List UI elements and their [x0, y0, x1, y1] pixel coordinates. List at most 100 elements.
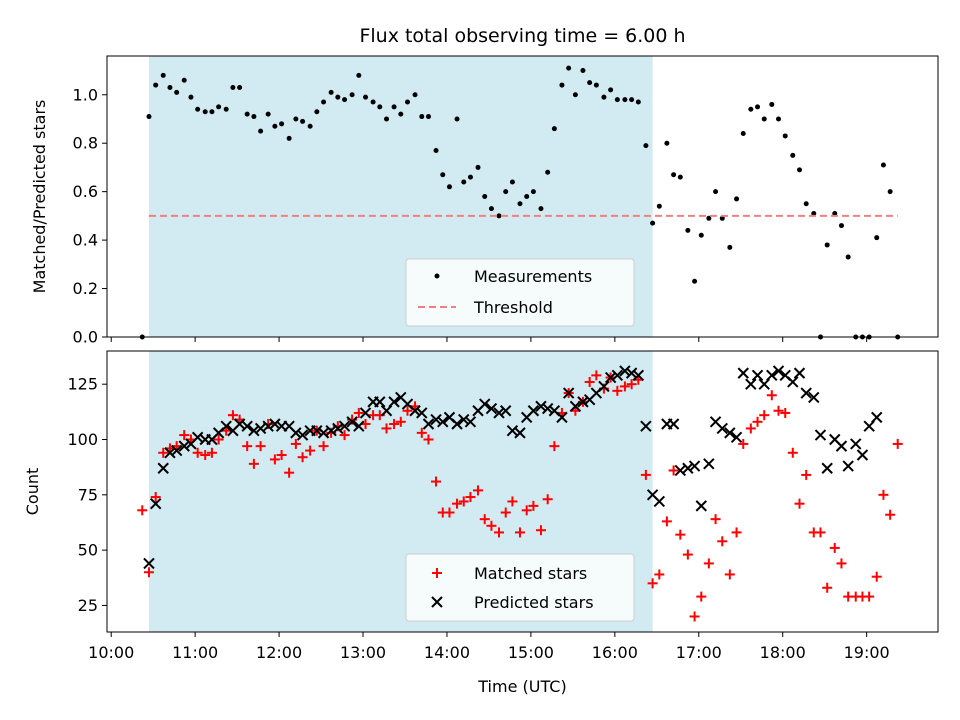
predicted-stars-point: [569, 400, 582, 413]
bottom-axes-frame: [106, 350, 939, 633]
measurement-point: [398, 111, 404, 117]
measurement-point: [755, 104, 761, 110]
predicted-stars-point: [632, 369, 645, 382]
measurement-point: [685, 227, 691, 233]
measurement-point: [488, 206, 494, 212]
predicted-stars-point: [485, 402, 498, 415]
measurement-point: [845, 254, 851, 260]
measurement-point: [551, 126, 557, 132]
predicted-stars-point: [332, 422, 344, 435]
matched-stars-point: [284, 467, 295, 478]
matched-stars-point: [745, 423, 756, 434]
predicted-stars-point: [541, 402, 554, 415]
top-panel: 0.0 0.2 0.4 0.6 0.8 1.0 Flux total observing …: [30, 25, 939, 347]
measurement-point: [524, 194, 530, 199]
predicted-stars-point: [640, 420, 652, 432]
top-legend: Measurements Threshold: [405, 258, 635, 327]
measurement-point: [874, 235, 880, 241]
measurement-point: [237, 84, 243, 90]
matched-stars-point: [661, 516, 672, 527]
bottom-y-axis-label: Count: [23, 468, 42, 516]
legend-marker-matched-stars: [432, 568, 442, 578]
matched-stars-point: [395, 416, 406, 427]
matched-stars-point: [829, 542, 840, 553]
predicted-stars-point: [793, 367, 806, 379]
predicted-stars-point: [745, 378, 757, 390]
matched-stars-point: [542, 494, 553, 505]
legend-label-predicted-stars: Predicted stars: [474, 593, 594, 612]
x-tick-label: 12:00: [256, 643, 302, 662]
matched-stars-point: [423, 434, 434, 445]
legend-x-glyph: [431, 596, 443, 608]
matched-stars-point: [885, 509, 896, 520]
predicted-stars-point: [751, 369, 764, 382]
predicted-stars-point: [716, 422, 728, 435]
matched-stars-point: [766, 390, 777, 401]
predicted-stars-point: [787, 376, 799, 388]
matched-stars-point: [668, 465, 679, 476]
matched-stars-point: [402, 405, 413, 416]
matched-stars-point: [318, 441, 329, 452]
measurement-point: [671, 172, 677, 178]
measurement-point: [601, 94, 607, 100]
predicted-stars-point: [353, 420, 365, 432]
measurement-point: [377, 104, 383, 110]
y-tick-label: 0.8: [73, 134, 98, 153]
predicted-stars-point: [430, 413, 442, 426]
legend-marker-measurements: [434, 273, 440, 279]
matched-stars-point: [549, 441, 560, 452]
measurement-point: [761, 116, 767, 122]
predicted-stars-point: [388, 396, 400, 408]
legend-label-measurements: Measurements: [474, 267, 592, 286]
measurement-point: [727, 244, 733, 250]
matched-stars-point: [269, 454, 280, 465]
predicted-stars-point: [149, 497, 162, 510]
predicted-stars-point: [619, 365, 631, 377]
matched-stars-point: [612, 385, 623, 396]
measurement-point: [328, 89, 334, 95]
predicted-stars-point: [772, 365, 785, 377]
x-tick-label: 11:00: [172, 643, 218, 662]
measurement-point: [286, 135, 292, 141]
bottom-legend-box: [405, 553, 635, 622]
measurement-point: [769, 101, 775, 107]
measurement-point: [258, 128, 264, 134]
predicted-stars-point: [527, 405, 540, 417]
matched-stars-point: [339, 430, 350, 441]
predicted-stars-point: [338, 420, 351, 432]
y-tick-label: 0.0: [73, 328, 98, 347]
predicted-stars-point: [611, 369, 624, 382]
predicted-stars-point: [170, 444, 183, 457]
matched-stars-point: [242, 441, 253, 452]
predicted-stars-point: [409, 405, 421, 417]
measurement-point: [748, 106, 754, 112]
measurement-point: [517, 201, 523, 207]
bottom-legend: Matched stars Predicted stars: [405, 553, 635, 622]
matched-stars-point: [305, 445, 316, 456]
matched-stars-point: [381, 423, 392, 434]
matched-stars-point: [689, 611, 700, 622]
matched-stars-point: [773, 405, 784, 416]
predicted-stars-point: [248, 424, 260, 437]
predicted-stars-point: [703, 458, 715, 470]
matched-stars-point: [276, 449, 287, 460]
measurement-point: [223, 106, 229, 112]
matched-stars-point: [521, 505, 532, 516]
predicted-stars-point: [766, 369, 778, 382]
measurement-point: [713, 189, 719, 195]
y-tick-label: 0.6: [73, 182, 98, 201]
measurement-point: [461, 179, 467, 185]
measurement-point: [614, 97, 620, 103]
matched-stars-point: [675, 529, 686, 540]
measurement-point: [503, 189, 509, 195]
measurement-point: [146, 114, 152, 120]
measurement-point: [356, 72, 362, 78]
x-tick-label: 17:00: [676, 643, 722, 662]
measurement-point: [887, 189, 893, 195]
predicted-stars-point: [814, 429, 827, 441]
top-y-ticks: 0.0 0.2 0.4 0.6 0.8 1.0: [73, 85, 107, 347]
predicted-stars-point: [856, 449, 869, 461]
measurement-point: [293, 116, 299, 122]
measurement-point: [677, 174, 683, 180]
